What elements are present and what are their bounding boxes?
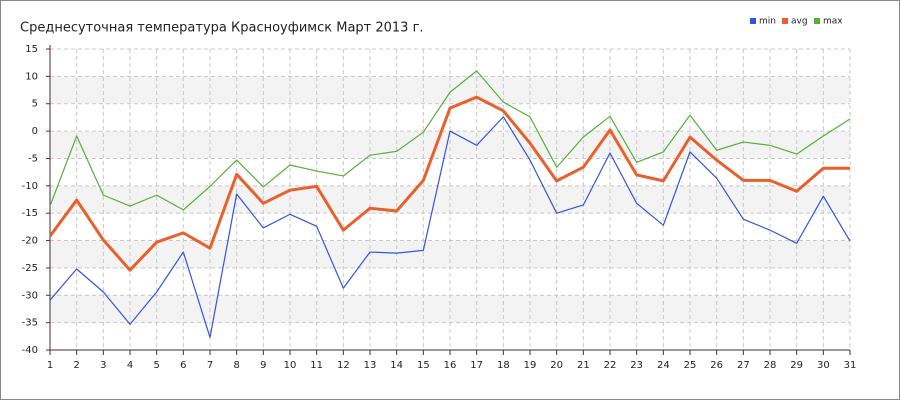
x-tick-label: 26 (710, 360, 723, 371)
y-tick-label: -15 (22, 208, 38, 219)
x-tick-label: 27 (737, 360, 750, 371)
legend-label: min (759, 17, 776, 27)
x-tick-label: 24 (657, 360, 670, 371)
legend-swatch (782, 18, 788, 24)
x-tick-label: 28 (764, 360, 777, 371)
x-tick-label: 22 (604, 360, 617, 371)
legend-swatch (814, 18, 820, 24)
chart-title: Среднесуточная температура Красноуфимск … (20, 21, 424, 36)
y-tick-label: 10 (25, 71, 38, 82)
series-line (49, 116, 851, 339)
y-tick-label: -30 (22, 290, 38, 301)
x-tick-label: 19 (524, 360, 537, 371)
x-tick-label: 3 (100, 360, 106, 371)
legend-label: avg (791, 17, 808, 27)
x-tick-label: 7 (207, 360, 213, 371)
x-tick-label: 5 (153, 360, 159, 371)
x-tick-label: 10 (284, 360, 297, 371)
x-tick-label: 25 (684, 360, 697, 371)
legend-label: max (823, 17, 843, 27)
x-tick-label: 21 (577, 360, 590, 371)
y-tick-label: -25 (22, 263, 38, 274)
y-tick-label: -20 (22, 236, 38, 247)
x-tick-label: 9 (260, 360, 266, 371)
y-tick-label: -10 (22, 181, 38, 192)
x-tick-label: 17 (470, 360, 483, 371)
x-tick-label: 4 (127, 360, 133, 371)
y-tick-label: 5 (32, 99, 38, 110)
x-tick-label: 13 (364, 360, 377, 371)
x-tick-label: 16 (444, 360, 457, 371)
x-tick-label: 20 (550, 360, 563, 371)
series-line (49, 70, 851, 211)
x-tick-label: 14 (390, 360, 403, 371)
y-tick-label: -5 (28, 153, 38, 164)
x-tick-label: 2 (73, 360, 79, 371)
x-tick-label: 18 (497, 360, 510, 371)
series-line (48, 95, 850, 272)
x-tick-label: 30 (817, 360, 830, 371)
y-tick-label: -35 (22, 318, 38, 329)
x-tick-label: 11 (310, 360, 323, 371)
x-tick-label: 8 (233, 360, 239, 371)
x-tick-label: 23 (630, 360, 643, 371)
y-tick-label: 0 (32, 126, 38, 137)
x-tick-label: 29 (790, 360, 803, 371)
x-tick-label: 12 (337, 360, 350, 371)
y-tick-label: 15 (25, 44, 38, 55)
x-tick-label: 31 (844, 360, 857, 371)
legend-swatch (750, 18, 756, 24)
x-tick-label: 6 (180, 360, 186, 371)
x-tick-label: 1 (47, 360, 53, 371)
y-tick-label: -40 (22, 345, 38, 356)
x-tick-label: 15 (417, 360, 430, 371)
